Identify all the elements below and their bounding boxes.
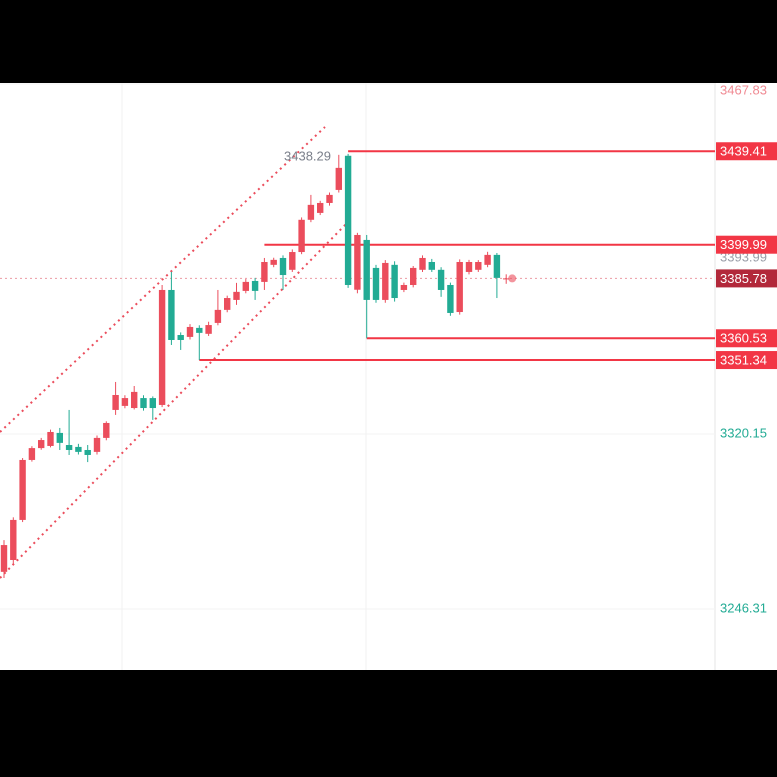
candle-body <box>391 264 398 299</box>
channel-upper <box>0 126 326 433</box>
candle-body <box>465 261 473 272</box>
plot-background <box>0 83 777 670</box>
candle-body <box>177 335 184 340</box>
last-price-tag <box>716 269 777 288</box>
candle-body <box>251 280 259 291</box>
candle-body <box>279 257 287 276</box>
y-tick-label: 3246.31 <box>720 600 767 615</box>
y-tick-label: 3320.15 <box>720 425 767 440</box>
level-tag <box>716 235 777 254</box>
candle-body <box>400 284 408 290</box>
candle-body <box>410 267 417 285</box>
candle-body <box>38 440 45 449</box>
level-tag <box>716 142 777 161</box>
candle-body <box>121 398 129 406</box>
level-tag <box>716 351 777 370</box>
candle-body <box>307 204 315 220</box>
candle-body <box>493 254 501 278</box>
candle-body <box>214 309 222 323</box>
candle-body <box>428 261 435 270</box>
candle-body <box>317 202 324 213</box>
candle-body <box>149 398 156 409</box>
candle-body <box>326 194 333 203</box>
candle-body <box>10 519 17 560</box>
candle-body <box>131 391 138 409</box>
level-label: 3439.41 <box>720 144 767 159</box>
candle-body <box>456 261 463 313</box>
candle-body <box>261 261 268 282</box>
candle-body <box>56 432 63 443</box>
candle-body <box>289 252 296 270</box>
candle-body <box>437 269 445 290</box>
candle-body <box>363 239 370 300</box>
candle-body <box>65 445 73 450</box>
candle-body <box>47 431 54 446</box>
level-label: 3399.99 <box>720 237 767 252</box>
candle-body <box>112 394 119 410</box>
candle-body <box>344 155 352 285</box>
candle-body <box>75 446 82 452</box>
candle-body <box>270 259 277 265</box>
y-tick-label: 3467.83 <box>720 82 767 97</box>
candle-body <box>224 298 231 310</box>
candle-body <box>354 234 361 290</box>
candle-body <box>84 449 91 455</box>
last-price-label: 3385.78 <box>720 271 767 286</box>
level-tag <box>716 329 777 348</box>
candle-body <box>419 257 426 270</box>
candle-body <box>196 327 203 333</box>
candle-body <box>335 167 342 190</box>
high-annotation: 3438.29 <box>284 148 331 163</box>
candle-body <box>103 422 110 438</box>
candle-body <box>0 545 8 572</box>
candle-body <box>205 325 212 334</box>
candle-body <box>242 281 249 291</box>
candle-body <box>372 267 380 300</box>
candle-body <box>28 448 36 460</box>
candle-body <box>382 262 389 300</box>
candle-body <box>233 291 240 300</box>
candle-body <box>475 261 482 270</box>
candle-body <box>140 398 147 409</box>
candle-body <box>503 278 510 280</box>
candle-body <box>93 437 101 452</box>
candle-body <box>168 289 175 340</box>
candle-body <box>186 326 194 337</box>
level-label: 3360.53 <box>720 331 767 346</box>
candle-body <box>298 219 305 253</box>
candle-body <box>447 284 454 313</box>
candle-body <box>484 254 491 265</box>
candle-body <box>19 459 26 520</box>
candle-body <box>158 289 166 405</box>
level-label: 3351.34 <box>720 352 767 367</box>
last-price-dot <box>508 274 517 283</box>
channel-lower <box>0 221 349 579</box>
